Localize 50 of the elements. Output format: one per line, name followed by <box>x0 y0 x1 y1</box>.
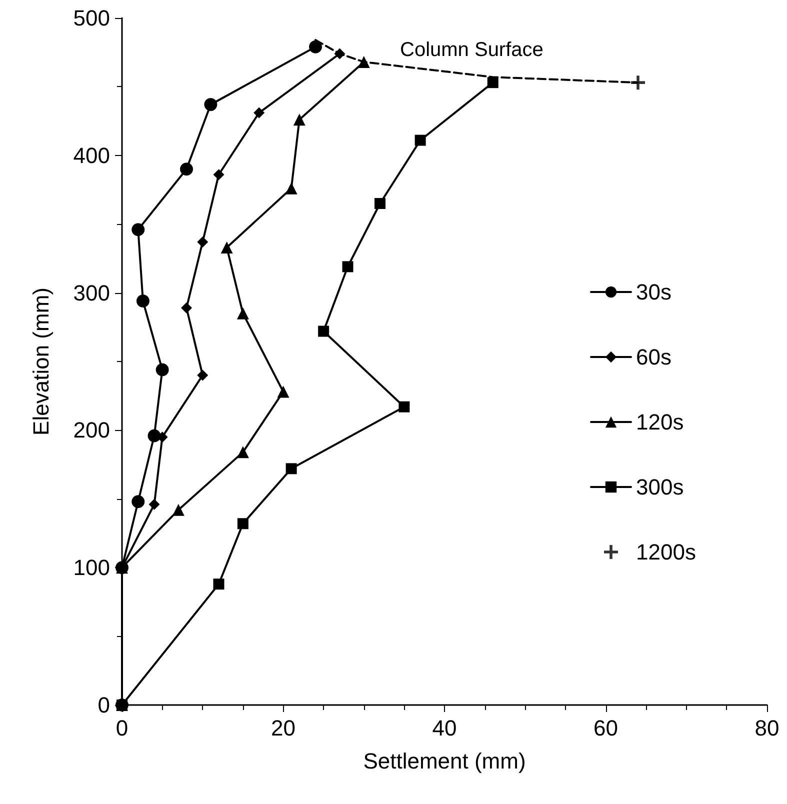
point <box>254 107 265 118</box>
x-tick-label: 0 <box>116 716 128 740</box>
point <box>220 241 233 254</box>
point <box>487 77 498 88</box>
x-tick-label: 20 <box>271 716 296 740</box>
point <box>136 294 150 308</box>
point <box>277 386 290 398</box>
point <box>286 463 297 474</box>
y-tick-label: 200 <box>73 418 110 443</box>
x-tick-label: 60 <box>594 716 618 740</box>
y-axis-title: Elevation (mm) <box>28 288 54 436</box>
point <box>358 56 370 68</box>
point <box>172 504 184 516</box>
point <box>180 162 193 176</box>
y-tick-label: 500 <box>73 6 110 30</box>
point <box>213 169 224 180</box>
legend-label: 120s <box>636 410 684 434</box>
point <box>204 98 218 112</box>
y-tick-label: 0 <box>98 692 110 718</box>
legend-label: 300s <box>636 474 684 500</box>
point <box>181 302 192 314</box>
point <box>132 223 145 236</box>
x-tick-label: 40 <box>432 716 457 740</box>
y-tick-label: 100 <box>73 555 110 580</box>
point <box>293 114 306 126</box>
point <box>342 261 354 272</box>
y-tick-label: 400 <box>73 142 110 168</box>
point <box>197 370 208 381</box>
point <box>237 518 248 530</box>
point <box>414 134 426 146</box>
point <box>318 326 330 337</box>
annotation: Column Surface <box>400 39 544 61</box>
legend-label: 30s <box>636 280 672 304</box>
y-tick-label: 300 <box>73 280 110 306</box>
x-axis-title: Settlement (mm) <box>363 748 526 774</box>
point <box>285 182 298 194</box>
legend-label: 60s <box>636 344 672 370</box>
point <box>374 198 386 209</box>
legend-label: 1200s <box>636 540 696 564</box>
point <box>132 495 145 508</box>
point <box>213 578 224 590</box>
point <box>309 40 322 54</box>
point <box>197 236 208 248</box>
point <box>398 401 410 412</box>
point <box>148 498 160 510</box>
point <box>236 446 249 458</box>
x-tick-label: 80 <box>754 716 780 740</box>
point <box>236 307 249 320</box>
point <box>334 48 346 60</box>
point <box>156 363 169 376</box>
